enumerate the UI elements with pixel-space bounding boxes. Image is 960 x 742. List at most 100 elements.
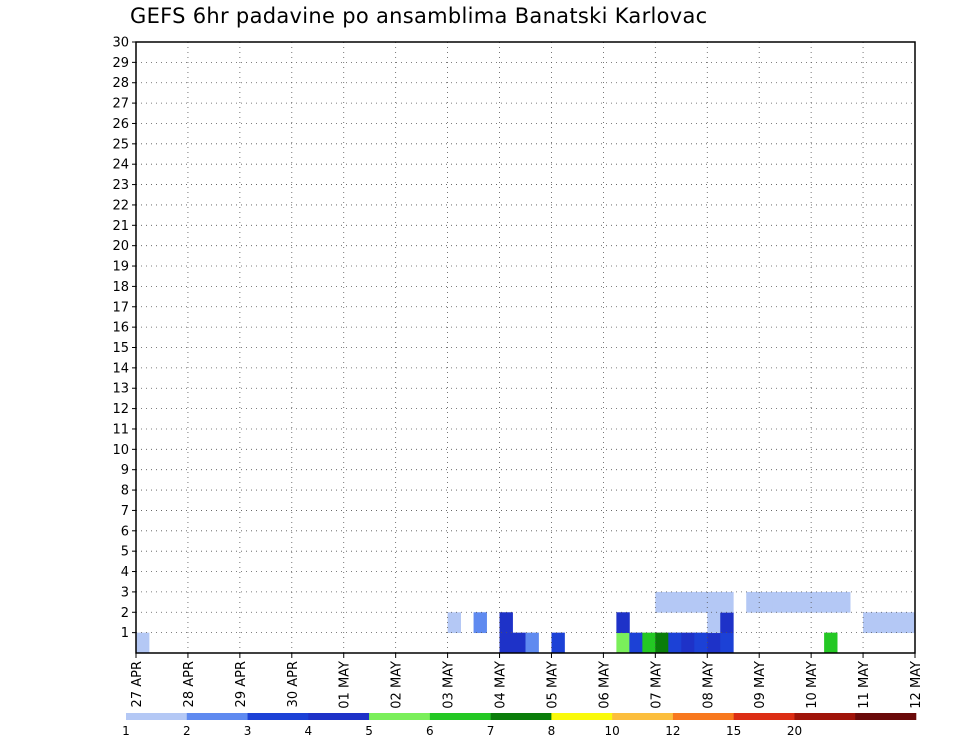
y-tick-label: 23 xyxy=(112,178,129,193)
x-tick-label: 01 MAY xyxy=(338,661,353,709)
heatmap-cell xyxy=(785,591,799,613)
heatmap-cell xyxy=(447,612,461,634)
y-tick-label: 3 xyxy=(121,585,129,600)
x-tick-label: 29 APR xyxy=(234,661,249,707)
y-tick-label: 21 xyxy=(112,219,129,234)
colorbar-label: 1 xyxy=(122,724,130,738)
y-tick-label: 10 xyxy=(112,443,129,458)
x-tick-label: 02 MAY xyxy=(390,661,405,709)
heatmap-cell xyxy=(707,632,721,654)
heatmap-cell xyxy=(889,612,903,634)
y-tick-label: 22 xyxy=(112,198,129,213)
y-tick-label: 20 xyxy=(112,239,129,254)
y-tick-label: 30 xyxy=(112,36,129,51)
x-tick-label: 10 MAY xyxy=(805,661,820,709)
y-tick-label: 9 xyxy=(121,463,129,478)
y-tick-label: 17 xyxy=(112,300,129,315)
heatmap-cell xyxy=(798,591,812,613)
y-tick-label: 26 xyxy=(112,117,129,132)
x-tick-label: 04 MAY xyxy=(494,661,509,709)
heatmap-cell xyxy=(668,591,682,613)
y-tick-label: 25 xyxy=(112,137,129,152)
heatmap-cell xyxy=(863,612,877,634)
heatmap-cell xyxy=(668,632,682,654)
heatmap-cell xyxy=(499,632,513,654)
heatmap-cell xyxy=(629,632,643,654)
colorbar-swatch xyxy=(551,713,613,720)
heatmap-cell xyxy=(655,632,669,654)
heatmap-cell xyxy=(642,632,656,654)
y-tick-label: 7 xyxy=(121,504,129,519)
heatmap-cell xyxy=(824,632,838,654)
heatmap-cell xyxy=(551,632,565,654)
y-axis: 1234567891011121314151617181920212223242… xyxy=(112,36,136,641)
plot-frame xyxy=(135,41,916,654)
colorbar-label: 20 xyxy=(787,724,802,738)
heatmap-cell xyxy=(499,612,513,634)
heatmap-cell xyxy=(824,591,838,613)
heatmap-cell xyxy=(811,591,825,613)
x-tick-label: 12 MAY xyxy=(909,661,924,709)
colorbar-label: 3 xyxy=(244,724,252,738)
heatmap-cell xyxy=(616,612,630,634)
heatmap-cell xyxy=(681,591,695,613)
y-tick-label: 24 xyxy=(112,158,129,173)
colorbar-label: 10 xyxy=(605,724,620,738)
colorbar-swatch xyxy=(308,713,370,720)
heatmap-cell xyxy=(876,612,890,634)
colorbar-swatch xyxy=(612,713,674,720)
colorbar-swatch xyxy=(247,713,309,720)
colorbar-swatch xyxy=(855,713,917,720)
y-tick-label: 1 xyxy=(121,626,129,641)
heatmap-cell xyxy=(473,612,487,634)
y-tick-label: 28 xyxy=(112,76,129,91)
x-axis: 27 APR 28 APR 29 APR 30 APR 01 MAY 02 MAY 03 M… xyxy=(130,653,924,709)
heatmap-cell xyxy=(681,632,695,654)
heatmap-cell xyxy=(759,591,773,613)
heatmap-cell xyxy=(837,591,851,613)
heatmap-cell xyxy=(720,591,734,613)
colorbar-label: 7 xyxy=(487,724,495,738)
heatmap-cell xyxy=(136,632,150,654)
y-tick-label: 15 xyxy=(112,341,129,356)
y-tick-label: 6 xyxy=(121,524,129,539)
heatmap-cell xyxy=(694,591,708,613)
x-tick-label: 11 MAY xyxy=(857,661,872,709)
y-tick-label: 4 xyxy=(121,565,129,580)
colorbar-label: 6 xyxy=(426,724,434,738)
x-tick-label: 03 MAY xyxy=(442,661,457,709)
colorbar-swatch xyxy=(490,713,552,720)
colorbar-label: 12 xyxy=(665,724,680,738)
y-tick-label: 2 xyxy=(121,606,129,621)
y-tick-label: 27 xyxy=(112,97,129,112)
y-tick-label: 8 xyxy=(121,484,129,499)
y-tick-label: 18 xyxy=(112,280,129,295)
colorbar: 1 2 3 4 5 6 7 8 10 12 15 20 xyxy=(122,713,917,738)
colorbar-label: 8 xyxy=(548,724,556,738)
x-tick-label: 07 MAY xyxy=(649,661,664,709)
colorbar-swatch xyxy=(672,713,734,720)
y-tick-label: 5 xyxy=(121,545,129,560)
heatmap-cell xyxy=(616,632,630,654)
x-tick-label: 09 MAY xyxy=(753,661,768,709)
heatmap-cell xyxy=(512,632,526,654)
y-tick-label: 16 xyxy=(112,321,129,336)
y-tick-label: 29 xyxy=(112,56,129,71)
colorbar-label: 4 xyxy=(304,724,312,738)
heatmap-cell xyxy=(655,591,669,613)
y-tick-label: 11 xyxy=(112,422,129,437)
heatmap-cell xyxy=(525,632,539,654)
colorbar-swatch xyxy=(369,713,431,720)
heatmap-cell xyxy=(902,612,916,634)
dotted-grid xyxy=(136,42,915,653)
x-tick-label: 28 APR xyxy=(182,661,197,707)
x-tick-label: 06 MAY xyxy=(597,661,612,709)
y-tick-label: 19 xyxy=(112,260,129,275)
colorbar-label: 5 xyxy=(365,724,373,738)
x-tick-label: 30 APR xyxy=(286,661,301,707)
colorbar-swatch xyxy=(126,713,188,720)
colorbar-swatch xyxy=(186,713,248,720)
x-tick-label: 08 MAY xyxy=(701,661,716,709)
heatmap-cell xyxy=(772,591,786,613)
